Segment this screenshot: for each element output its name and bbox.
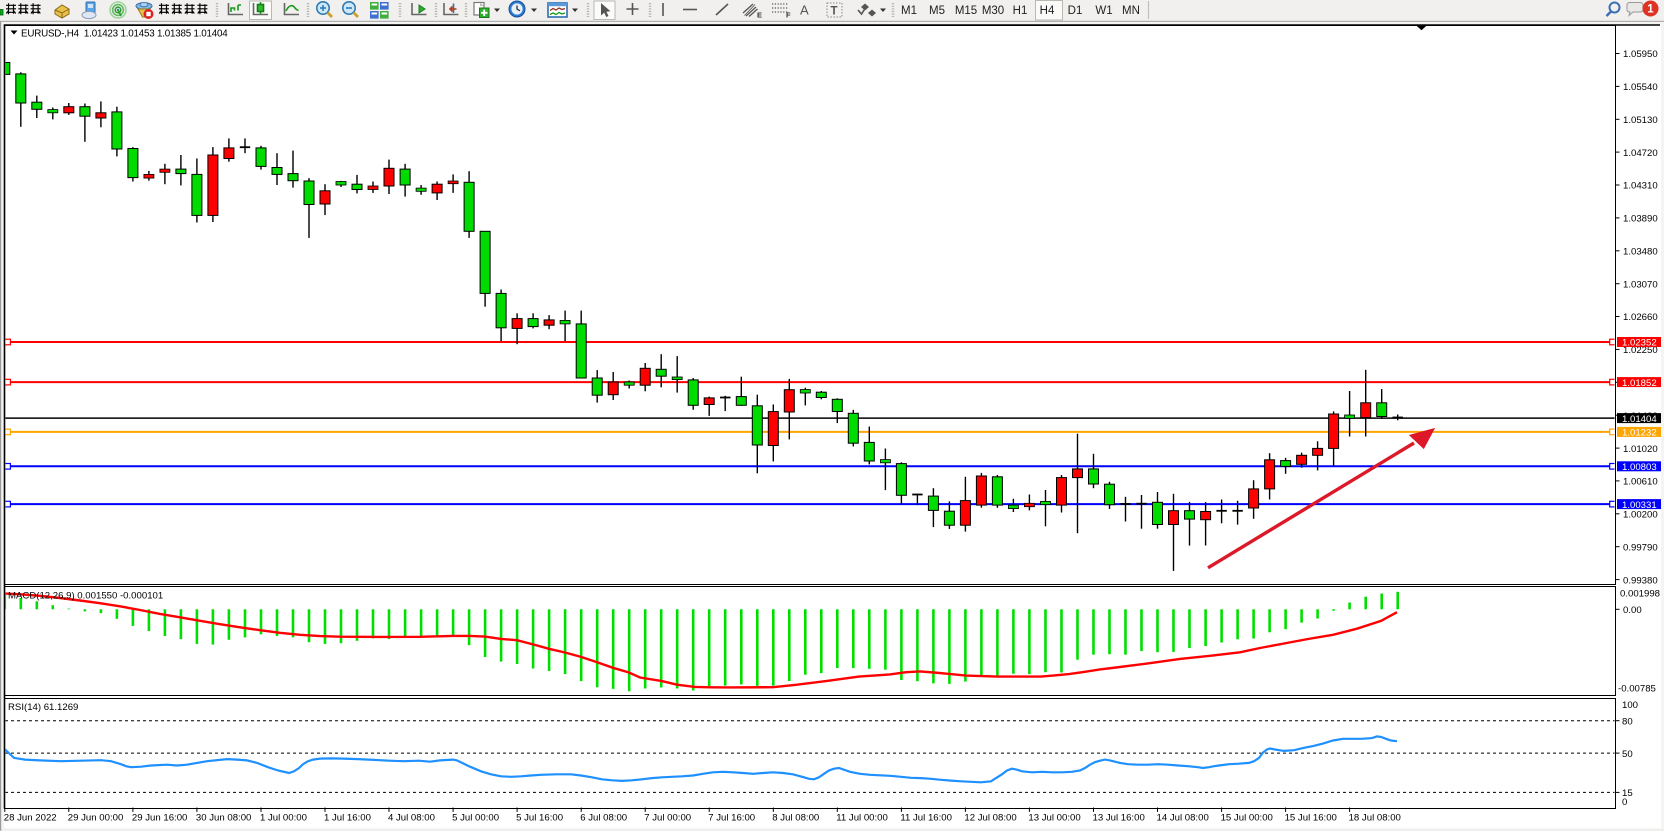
svg-text:1 Jul 16:00: 1 Jul 16:00 — [324, 812, 371, 823]
svg-text:0.99790: 0.99790 — [1623, 542, 1658, 553]
svg-text:15: 15 — [1622, 788, 1633, 799]
svg-text:W1: W1 — [1095, 5, 1112, 17]
svg-text:1.03890: 1.03890 — [1623, 214, 1658, 225]
svg-text:15 Jul 16:00: 15 Jul 16:00 — [1285, 812, 1337, 823]
svg-text:5 Jul 00:00: 5 Jul 00:00 — [452, 812, 499, 823]
svg-text:7 Jul 00:00: 7 Jul 00:00 — [644, 812, 691, 823]
svg-text:80: 80 — [1622, 716, 1633, 727]
svg-text:T: T — [831, 6, 838, 18]
svg-text:12 Jul 08:00: 12 Jul 08:00 — [964, 812, 1016, 823]
svg-text:1.01232: 1.01232 — [1622, 428, 1657, 439]
svg-text:28 Jun 2022: 28 Jun 2022 — [4, 812, 57, 823]
svg-text:1.00803: 1.00803 — [1622, 462, 1657, 473]
svg-text:1.04310: 1.04310 — [1623, 181, 1658, 192]
svg-text:0.001998: 0.001998 — [1620, 589, 1660, 600]
svg-text:1.03070: 1.03070 — [1623, 279, 1658, 290]
svg-text:0.00: 0.00 — [1623, 605, 1642, 616]
svg-text:13 Jul 00:00: 13 Jul 00:00 — [1028, 812, 1080, 823]
svg-text:15 Jul 00:00: 15 Jul 00:00 — [1221, 812, 1273, 823]
svg-text:M30: M30 — [982, 5, 1004, 17]
svg-text:1.03480: 1.03480 — [1623, 247, 1658, 258]
svg-text:100: 100 — [1622, 700, 1638, 711]
svg-text:M1: M1 — [901, 5, 917, 17]
svg-text:1.05130: 1.05130 — [1623, 115, 1658, 126]
svg-text:D1: D1 — [1068, 5, 1083, 17]
svg-text:EURUSD-,H4 1.01423 1.01453 1.: EURUSD-,H4 1.01423 1.01453 1.01385 1.014… — [21, 28, 228, 39]
svg-text:29 Jun 00:00: 29 Jun 00:00 — [68, 812, 123, 823]
svg-text:1.02352: 1.02352 — [1622, 338, 1657, 349]
svg-text:0.99380: 0.99380 — [1623, 575, 1658, 586]
svg-text:-0.00785: -0.00785 — [1618, 684, 1656, 695]
svg-text:A: A — [800, 3, 809, 18]
svg-text:1.05950: 1.05950 — [1623, 49, 1658, 60]
svg-text:11 Jul 16:00: 11 Jul 16:00 — [900, 812, 952, 823]
svg-text:5 Jul 16:00: 5 Jul 16:00 — [516, 812, 563, 823]
svg-text:1.01020: 1.01020 — [1623, 444, 1658, 455]
svg-text:6 Jul 08:00: 6 Jul 08:00 — [580, 812, 627, 823]
svg-text:29 Jun 16:00: 29 Jun 16:00 — [132, 812, 187, 823]
svg-text:M5: M5 — [929, 5, 945, 17]
svg-text:1.05540: 1.05540 — [1623, 82, 1658, 93]
svg-text:MACD(12,26,9) 0.001550 -0.0001: MACD(12,26,9) 0.001550 -0.000101 — [8, 591, 163, 602]
svg-text:1.04720: 1.04720 — [1623, 148, 1658, 159]
svg-text:1.01852: 1.01852 — [1622, 378, 1657, 389]
svg-text:1.02660: 1.02660 — [1623, 312, 1658, 323]
svg-text:11 Jul 00:00: 11 Jul 00:00 — [836, 812, 888, 823]
svg-text:30 Jun 08:00: 30 Jun 08:00 — [196, 812, 251, 823]
svg-text:1.01404: 1.01404 — [1622, 414, 1657, 425]
svg-text:1: 1 — [1647, 4, 1654, 16]
svg-text:14 Jul 08:00: 14 Jul 08:00 — [1157, 812, 1209, 823]
svg-text:1.00331: 1.00331 — [1622, 500, 1657, 511]
svg-text:RSI(14) 61.1269: RSI(14) 61.1269 — [8, 702, 78, 713]
svg-text:18 Jul 08:00: 18 Jul 08:00 — [1349, 812, 1401, 823]
svg-text:MN: MN — [1122, 5, 1140, 17]
svg-text:1 Jul 00:00: 1 Jul 00:00 — [260, 812, 307, 823]
svg-text:7 Jul 16:00: 7 Jul 16:00 — [708, 812, 755, 823]
svg-text:F: F — [786, 11, 791, 20]
svg-text:8 Jul 08:00: 8 Jul 08:00 — [772, 812, 819, 823]
svg-text:H4: H4 — [1040, 5, 1055, 17]
svg-text:M15: M15 — [955, 5, 977, 17]
svg-text:H1: H1 — [1013, 5, 1028, 17]
svg-text:50: 50 — [1622, 749, 1633, 760]
svg-text:1.02250: 1.02250 — [1623, 345, 1658, 356]
svg-text:0: 0 — [1622, 797, 1627, 808]
svg-text:E: E — [757, 11, 762, 20]
svg-text:13 Jul 16:00: 13 Jul 16:00 — [1093, 812, 1145, 823]
svg-text:1.00610: 1.00610 — [1623, 477, 1658, 488]
svg-text:1.00200: 1.00200 — [1623, 510, 1658, 521]
svg-text:4 Jul 08:00: 4 Jul 08:00 — [388, 812, 435, 823]
